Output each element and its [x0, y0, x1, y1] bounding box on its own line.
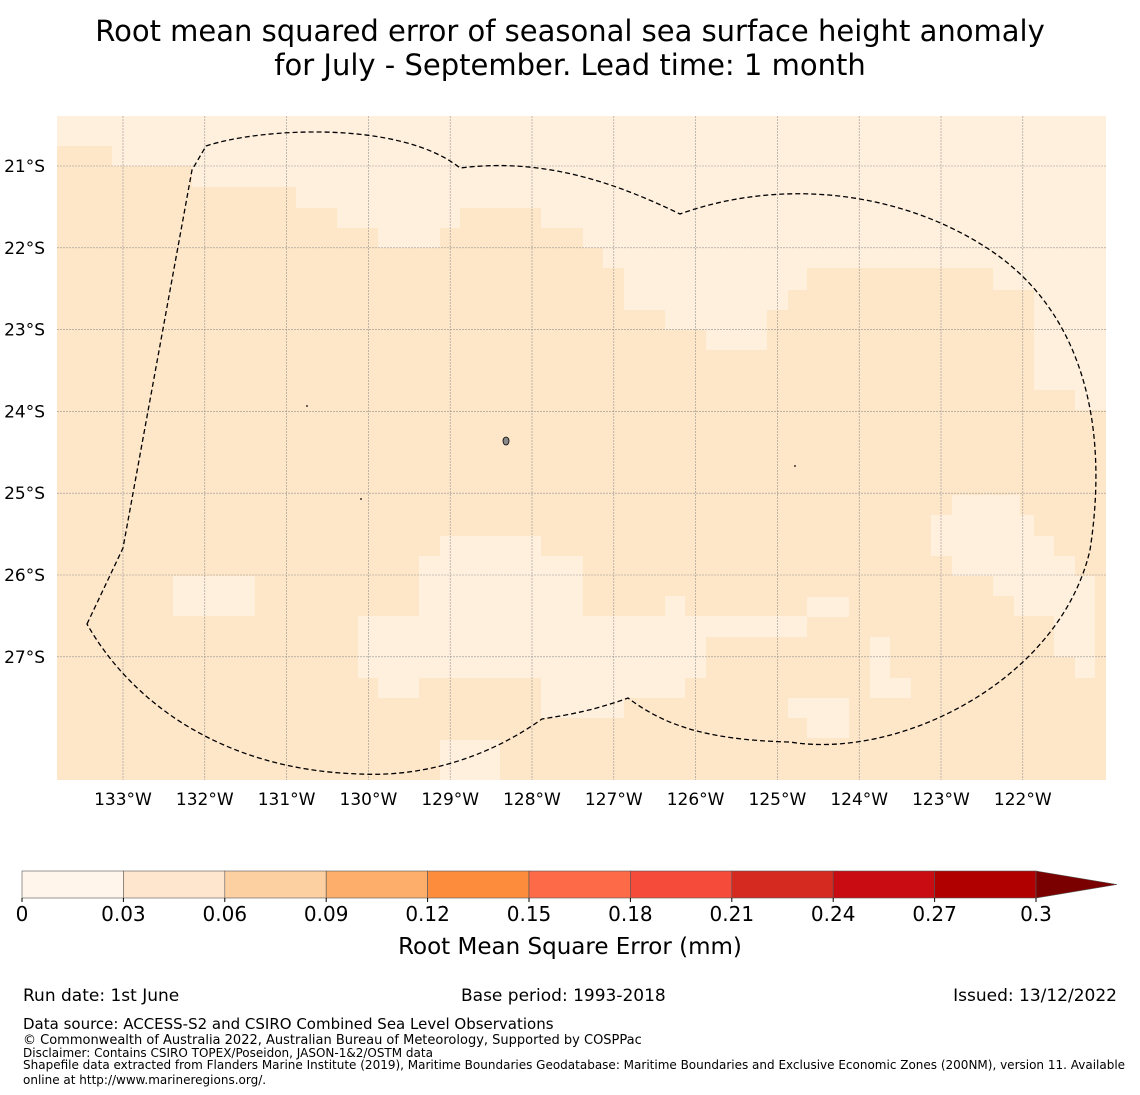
colorbar-tick-label: 0.06 — [203, 902, 248, 926]
latitude-label: 23°S — [4, 321, 45, 341]
low-error-region-north — [57, 116, 1106, 410]
longitude-label: 126°W — [667, 790, 725, 810]
latitude-label: 24°S — [4, 402, 45, 422]
colorbar-segment — [21, 870, 124, 899]
colorbar-tick-label: 0.15 — [507, 902, 552, 926]
data-source: Data source: ACCESS-S2 and CSIRO Combine… — [23, 1015, 554, 1033]
low-error-patch-2 — [870, 637, 890, 698]
colorbar-tick-label: 0 — [16, 902, 29, 926]
island-marker — [502, 436, 510, 446]
low-error-patch-6 — [440, 740, 500, 780]
colorbar-extend-arrow — [1035, 870, 1118, 899]
longitude-label: 129°W — [421, 790, 479, 810]
colorbar-tick-label: 0.03 — [101, 902, 146, 926]
longitude-label: 124°W — [830, 790, 888, 810]
longitude-label: 131°W — [258, 790, 316, 810]
disclaimer: Disclaimer: Contains CSIRO TOPEX/Poseido… — [23, 1046, 433, 1060]
colorbar-segment — [832, 870, 935, 899]
gridlines — [57, 116, 1106, 780]
low-error-regions — [57, 116, 1106, 780]
longitude-label: 130°W — [340, 790, 398, 810]
low-error-patch-5 — [807, 718, 849, 738]
eez-boundary — [86, 131, 1097, 775]
title-line-1: Root mean squared error of seasonal sea … — [95, 14, 1045, 48]
low-error-region-central — [358, 536, 807, 718]
longitude-label: 125°W — [749, 790, 807, 810]
low-error-patch-1 — [807, 597, 849, 617]
low-error-patch-4 — [788, 698, 849, 718]
latitude-label: 25°S — [4, 484, 45, 504]
longitude-label: 123°W — [912, 790, 970, 810]
base-period: Base period: 1993-2018 — [461, 986, 666, 1006]
colorbar-tick-label: 0.12 — [405, 902, 450, 926]
colorbar-tick-label: 0.09 — [304, 902, 349, 926]
colorbar-tick-label: 0.18 — [608, 902, 653, 926]
colorbar-segment — [325, 870, 428, 899]
low-error-patch-west — [173, 576, 255, 616]
island-marker — [360, 498, 362, 500]
latitude-label: 27°S — [4, 648, 45, 668]
latitude-label: 26°S — [4, 566, 45, 586]
title-line-2: for July - September. Lead time: 1 month — [274, 48, 866, 82]
island-marker — [306, 405, 308, 407]
colorbar-segment — [934, 870, 1037, 899]
colorbar-segment — [528, 870, 631, 899]
longitude-label: 128°W — [503, 790, 561, 810]
colorbar-tick-label: 0.21 — [710, 902, 755, 926]
latitude-label: 21°S — [4, 157, 45, 177]
low-error-patch-3 — [890, 678, 911, 698]
run-date: Run date: 1st June — [23, 986, 180, 1006]
colorbar-segment — [123, 870, 226, 899]
colorbar-label: Root Mean Square Error (mm) — [398, 934, 742, 960]
colorbar-ticks: 0 0.03 0.06 0.09 0.12 0.15 0.18 0.21 0.24 0.27 0.3 — [16, 898, 1052, 926]
latitude-labels: 21°S 22°S 23°S 24°S 25°S 26°S 27°S — [4, 157, 45, 668]
colorbar — [21, 870, 1118, 899]
colorbar-segment — [427, 870, 530, 899]
longitude-label: 122°W — [994, 790, 1052, 810]
latitude-label: 22°S — [4, 239, 45, 259]
map-title: Root mean squared error of seasonal sea … — [0, 14, 1140, 82]
longitude-label: 133°W — [94, 790, 152, 810]
colorbar-segment — [731, 870, 834, 899]
copyright: © Commonwealth of Australia 2022, Austra… — [23, 1033, 642, 1048]
low-error-region-east — [931, 495, 1095, 678]
longitude-labels: 133°W 132°W 131°W 130°W 129°W 128°W 127°W 126°W… — [94, 790, 1052, 810]
colorbar-tick-label: 0.24 — [811, 902, 856, 926]
colorbar-tick-label: 0.27 — [912, 902, 957, 926]
colorbar-tick-label: 0.3 — [1020, 902, 1052, 926]
island-marker — [794, 465, 796, 467]
longitude-label: 132°W — [176, 790, 234, 810]
issued-date: Issued: 13/12/2022 — [953, 986, 1117, 1006]
shapefile-note: Shapefile data extracted from Flanders M… — [23, 1058, 1126, 1087]
longitude-label: 127°W — [585, 790, 643, 810]
colorbar-segment — [224, 870, 327, 899]
colorbar-segment — [630, 870, 733, 899]
